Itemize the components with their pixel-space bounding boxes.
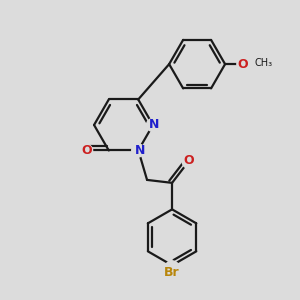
- Text: N: N: [134, 144, 145, 157]
- Circle shape: [237, 58, 249, 70]
- Text: Br: Br: [164, 266, 180, 279]
- Text: CH₃: CH₃: [254, 58, 273, 68]
- Text: O: O: [81, 144, 92, 157]
- Text: O: O: [237, 58, 248, 70]
- Circle shape: [165, 261, 179, 276]
- Circle shape: [81, 145, 93, 156]
- Text: N: N: [149, 118, 160, 131]
- Text: O: O: [184, 154, 194, 167]
- Circle shape: [132, 144, 145, 157]
- Circle shape: [146, 118, 159, 131]
- Circle shape: [182, 156, 194, 168]
